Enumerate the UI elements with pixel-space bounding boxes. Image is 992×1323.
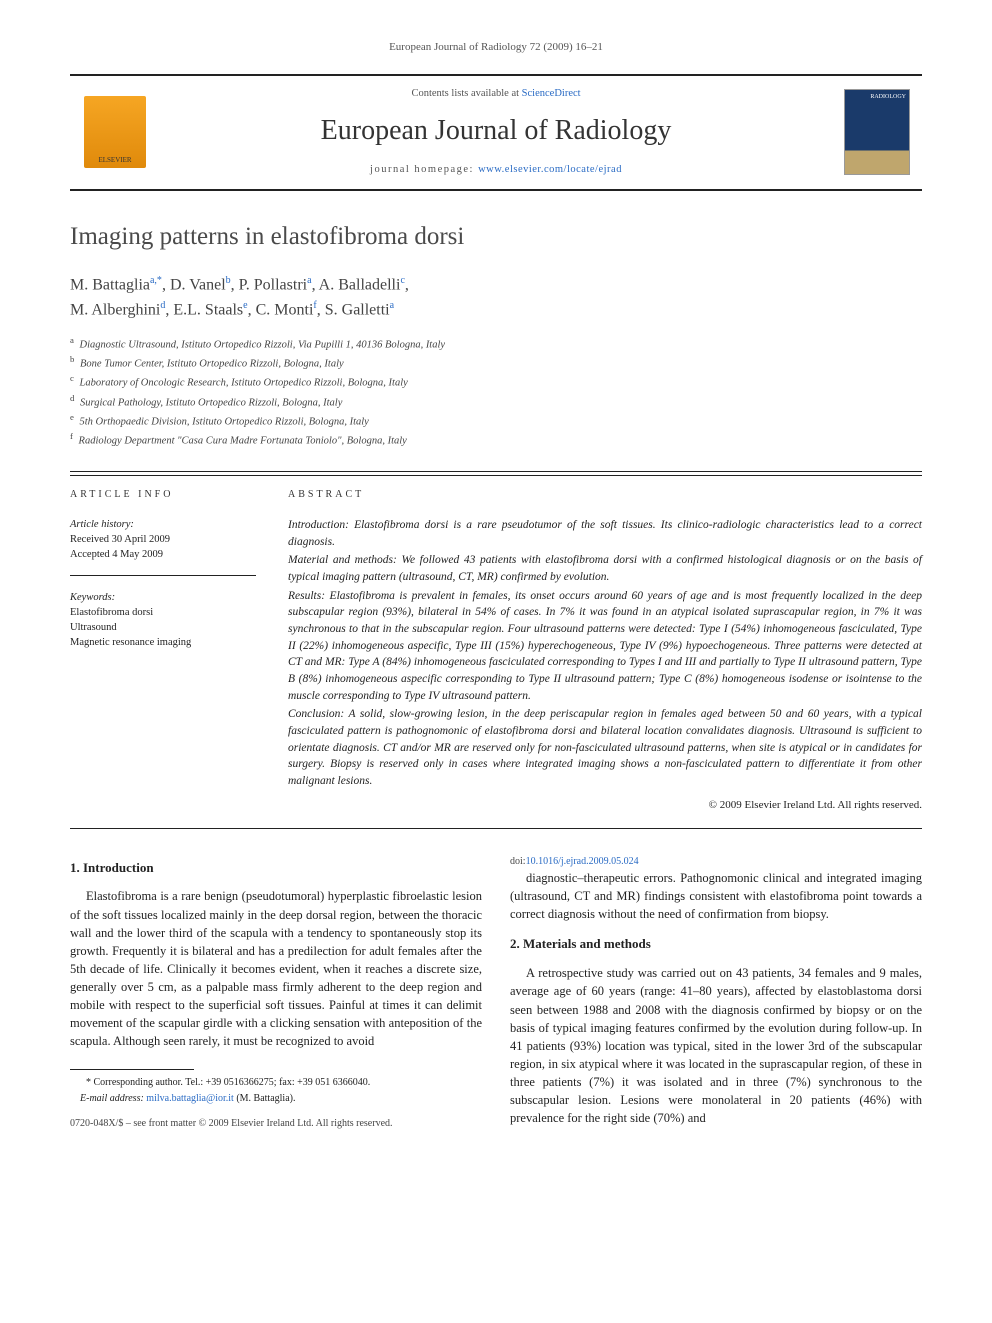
article-history-block: Article history: Received 30 April 2009 … [70, 517, 256, 576]
article-info-panel: ARTICLE INFO Article history: Received 3… [70, 475, 270, 827]
contents-prefix: Contents lists available at [411, 88, 521, 99]
abstract-heading: ABSTRACT [288, 488, 922, 509]
journal-cover-wrap: RADIOLOGY [832, 76, 922, 189]
section-1-p2: diagnostic–therapeutic errors. Pathognom… [510, 869, 922, 923]
doi-line: doi:10.1016/j.ejrad.2009.05.024 [510, 855, 922, 870]
accepted-date: Accepted 4 May 2009 [70, 549, 163, 560]
abstract-results: Results: Elastofibroma is prevalent in f… [288, 588, 922, 705]
email-suffix: (M. Battaglia). [234, 1093, 296, 1104]
info-abstract-row: ARTICLE INFO Article history: Received 3… [70, 471, 922, 828]
front-matter-copyright: 0720-048X/$ – see front matter © 2009 El… [70, 1117, 482, 1132]
history-label: Article history: [70, 519, 134, 530]
cover-text: RADIOLOGY [870, 93, 906, 102]
homepage-prefix: journal homepage: [370, 164, 478, 175]
article-info-heading: ARTICLE INFO [70, 488, 256, 509]
contents-line: Contents lists available at ScienceDirec… [160, 86, 832, 101]
article-title: Imaging patterns in elastofibroma dorsi [70, 219, 922, 255]
corresponding-author-note: * Corresponding author. Tel.: +39 051636… [70, 1076, 482, 1091]
publisher-logo-wrap: ELSEVIER [70, 76, 160, 189]
abstract-results-text: Results: Elastofibroma is prevalent in f… [288, 590, 922, 702]
footnote-separator [70, 1069, 194, 1070]
elsevier-logo: ELSEVIER [84, 96, 146, 168]
homepage-link[interactable]: www.elsevier.com/locate/ejrad [478, 164, 622, 175]
keywords-label: Keywords: [70, 592, 115, 603]
masthead-center: Contents lists available at ScienceDirec… [160, 76, 832, 189]
abstract-copyright: © 2009 Elsevier Ireland Ltd. All rights … [288, 798, 922, 814]
publisher-logo-text: ELSEVIER [98, 155, 131, 165]
sciencedirect-link[interactable]: ScienceDirect [522, 88, 581, 99]
body-columns: 1. Introduction Elastofibroma is a rare … [70, 855, 922, 1141]
keywords-block: Keywords: Elastofibroma dorsi Ultrasound… [70, 590, 256, 663]
email-label: E-mail address: [80, 1093, 146, 1104]
abstract-panel: ABSTRACT Introduction: Elastofibroma dor… [270, 475, 922, 827]
journal-title: European Journal of Radiology [160, 111, 832, 152]
section-2-p1: A retrospective study was carried out on… [510, 964, 922, 1127]
author-list: M. Battagliaa,*, D. Vanelb, P. Pollastri… [70, 273, 922, 322]
keyword: Elastofibroma dorsi [70, 607, 153, 618]
received-date: Received 30 April 2009 [70, 534, 170, 545]
doi-prefix: doi: [510, 856, 526, 867]
abstract-conclusion: Conclusion: A solid, slow-growing lesion… [288, 706, 922, 789]
abstract-intro-text: Introduction: Elastofibroma dorsi is a r… [288, 519, 922, 548]
journal-cover-thumbnail: RADIOLOGY [844, 89, 910, 175]
abstract-methods-text: Material and methods: We followed 43 pat… [288, 554, 922, 583]
abstract-methods: Material and methods: We followed 43 pat… [288, 552, 922, 585]
footnotes: * Corresponding author. Tel.: +39 051636… [70, 1076, 482, 1107]
journal-masthead: ELSEVIER Contents lists available at Sci… [70, 74, 922, 191]
homepage-line: journal homepage: www.elsevier.com/locat… [160, 162, 832, 177]
keyword: Ultrasound [70, 622, 117, 633]
corresponding-email-link[interactable]: milva.battaglia@ior.it [146, 1093, 234, 1104]
section-1-heading: 1. Introduction [70, 859, 482, 878]
running-head: European Journal of Radiology 72 (2009) … [70, 40, 922, 56]
email-line: E-mail address: milva.battaglia@ior.it (… [70, 1092, 482, 1107]
abstract-conclusion-text: Conclusion: A solid, slow-growing lesion… [288, 708, 922, 787]
section-2-heading: 2. Materials and methods [510, 935, 922, 954]
section-1-p1: Elastofibroma is a rare benign (pseudotu… [70, 887, 482, 1050]
abstract-intro: Introduction: Elastofibroma dorsi is a r… [288, 517, 922, 550]
keyword: Magnetic resonance imaging [70, 637, 191, 648]
doi-link[interactable]: 10.1016/j.ejrad.2009.05.024 [526, 856, 639, 867]
article-page: European Journal of Radiology 72 (2009) … [0, 0, 992, 1190]
affiliation-list: a Diagnostic Ultrasound, Istituto Ortope… [70, 334, 922, 450]
